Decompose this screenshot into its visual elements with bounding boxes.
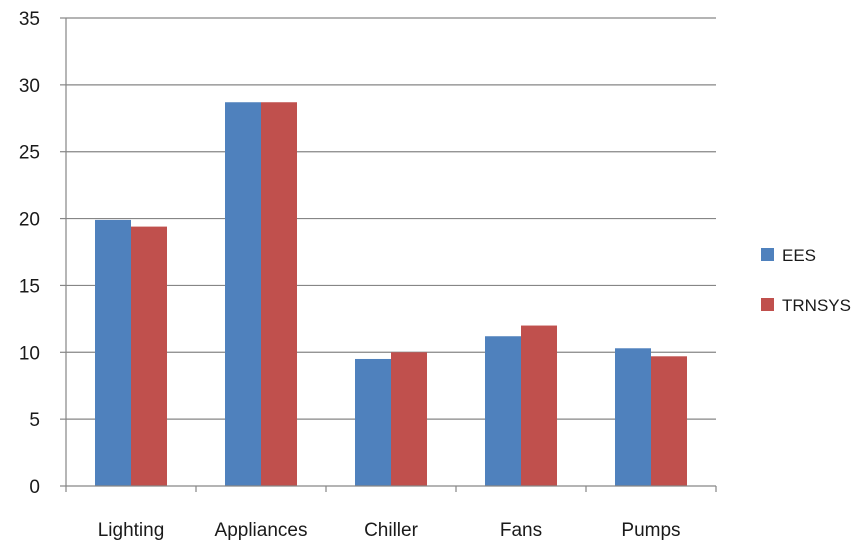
y-tick-label: 5 — [29, 410, 40, 431]
x-category-label: Appliances — [215, 520, 308, 541]
x-category-label: Lighting — [98, 520, 165, 541]
legend-label-trnsys: TRNSYS — [782, 296, 851, 315]
y-tick-label: 30 — [19, 76, 40, 97]
bar-trnsys-fans — [521, 325, 557, 486]
y-tick-labels: 0 5 10 15 20 25 30 35 — [19, 9, 40, 498]
gridlines — [66, 17, 716, 420]
x-category-labels: Lighting Appliances Chiller Fans Pumps — [98, 520, 681, 541]
x-category-label: Pumps — [621, 520, 680, 541]
bar-ees-chiller — [355, 358, 391, 486]
bar-ees-appliances — [225, 102, 261, 487]
bars — [95, 102, 687, 487]
bar-trnsys-chiller — [391, 352, 427, 486]
y-tick-label: 25 — [19, 143, 40, 164]
y-tick-label: 35 — [19, 9, 40, 30]
y-tick-label: 15 — [19, 276, 40, 297]
bar-trnsys-appliances — [261, 102, 297, 487]
bar-trnsys-lighting — [131, 226, 167, 486]
legend-swatch-trnsys — [761, 298, 774, 311]
bar-ees-fans — [485, 336, 521, 486]
bar-ees-lighting — [95, 219, 131, 486]
axes — [60, 17, 717, 492]
legend-label-ees: EES — [782, 246, 816, 265]
bar-trnsys-pumps — [651, 356, 687, 486]
y-tick-label: 20 — [19, 210, 40, 231]
x-category-label: Chiller — [364, 520, 419, 541]
legend-swatch-ees — [761, 248, 774, 261]
x-category-label: Fans — [500, 520, 542, 541]
legend: EES TRNSYS — [761, 246, 851, 315]
bar-ees-pumps — [615, 348, 651, 486]
y-tick-label: 10 — [19, 343, 40, 364]
y-tick-label: 0 — [29, 477, 40, 498]
